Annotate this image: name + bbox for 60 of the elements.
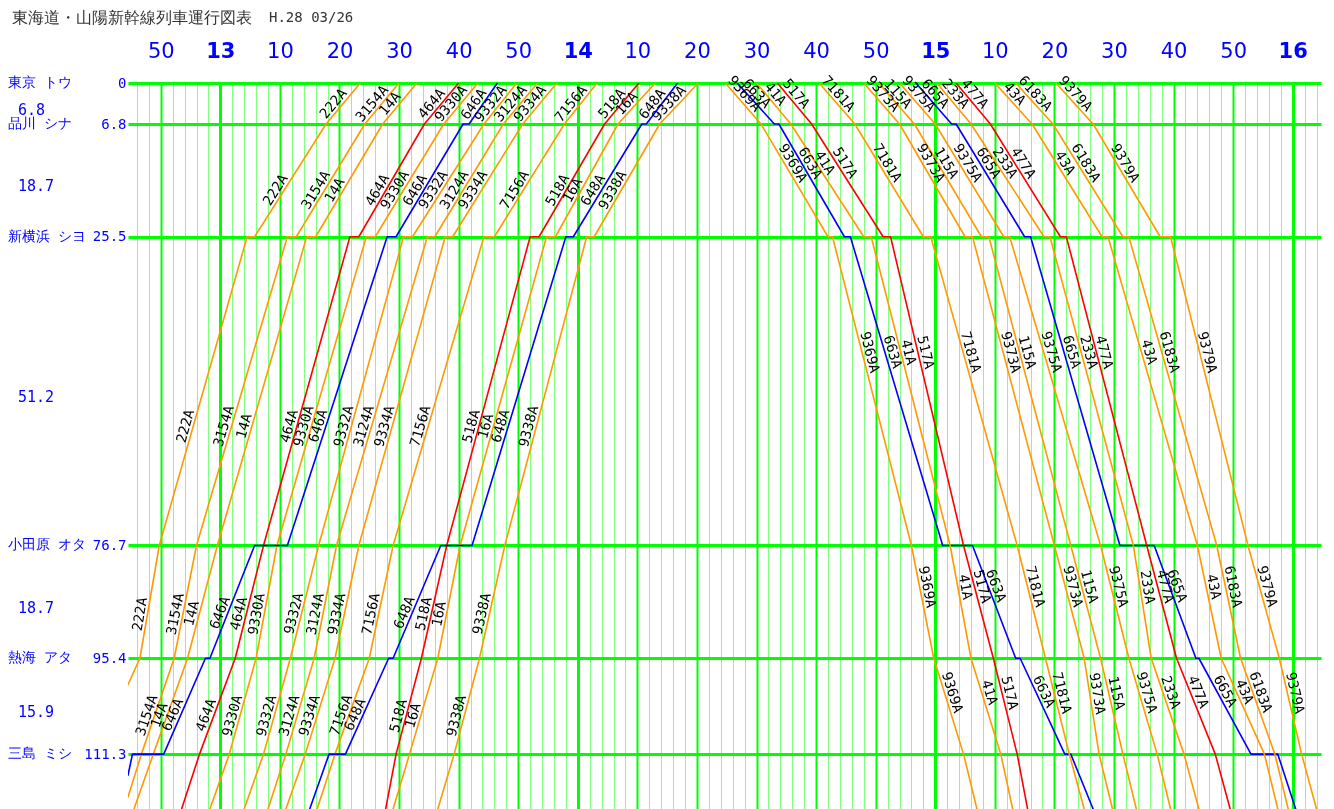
x-tick-label: 50 [147,38,175,63]
x-tick-label: 15 [921,38,951,63]
text: 222A [172,407,198,445]
text: 東京 トウ [8,74,73,90]
text: 7156A [358,590,383,637]
x-tick-label: 10 [981,38,1009,63]
chart-subtitle: H.28 03/26 [269,9,354,25]
text: 9369A [915,564,940,610]
x-tick-label: 40 [803,38,830,63]
text: 9369A [857,329,884,375]
text: 新横浜 シヨ [8,227,87,244]
text: 9338A [468,590,494,636]
x-tick-label: 30 [743,38,771,63]
x-tick-label: 10 [624,38,652,63]
text: 464A [192,696,219,734]
x-tick-label: 13 [206,38,236,63]
x-tick-label: 20 [684,38,711,63]
text: 222A [128,595,151,633]
x-tick-label: 30 [1101,38,1128,63]
y-tick-label: 25.5 [92,228,127,245]
text: 51.2 [18,388,55,407]
text: 9338A [442,693,470,739]
text: 18.7 [18,598,55,617]
text: 7181A [1022,564,1049,609]
x-tick-label: 50 [505,38,533,63]
text: 三島 ミシ [8,745,73,762]
y-tick-label: 0 [118,74,127,91]
x-tick-label: 50 [862,38,890,63]
y-tick-label: 111.3 [84,745,127,762]
text: 7156A [406,403,434,449]
x-tick-label: 30 [386,38,413,63]
text: 15.9 [18,703,55,722]
text: 9369A [938,669,967,715]
text: 9379A [1283,670,1309,716]
y-tick-label: 95.4 [92,649,127,666]
text: 9379A [1194,329,1221,375]
x-tick-label: 50 [1220,38,1247,63]
text: 9334A [324,590,349,637]
x-tick-label: 14 [563,38,593,63]
y-tick-label: 76.7 [92,536,127,553]
text: 9338A [515,403,542,449]
text: 9379A [1254,563,1281,609]
text: 477A [1184,673,1213,711]
text: 9375A [1106,564,1133,610]
x-tick-label: 10 [267,38,294,63]
chart-title: 東海道・山陽新幹線列車運行図表 [12,8,252,27]
x-tick-label: 40 [445,38,473,63]
text: 小田原 オタ [8,536,87,553]
x-tick-label: 20 [326,38,354,63]
text: 233A [1137,569,1159,606]
text: 9330A [218,693,246,738]
text: 7181A [957,329,985,375]
text: 18.7 [18,177,55,196]
x-tick-label: 16 [1278,38,1308,63]
text: 233A [1158,673,1185,711]
text: 熱海 アタ [8,649,73,666]
text: 9375A [1133,669,1161,715]
x-tick-label: 40 [1160,38,1188,63]
x-tick-label: 20 [1041,38,1069,63]
y-tick-label: 6.8 [101,115,127,132]
